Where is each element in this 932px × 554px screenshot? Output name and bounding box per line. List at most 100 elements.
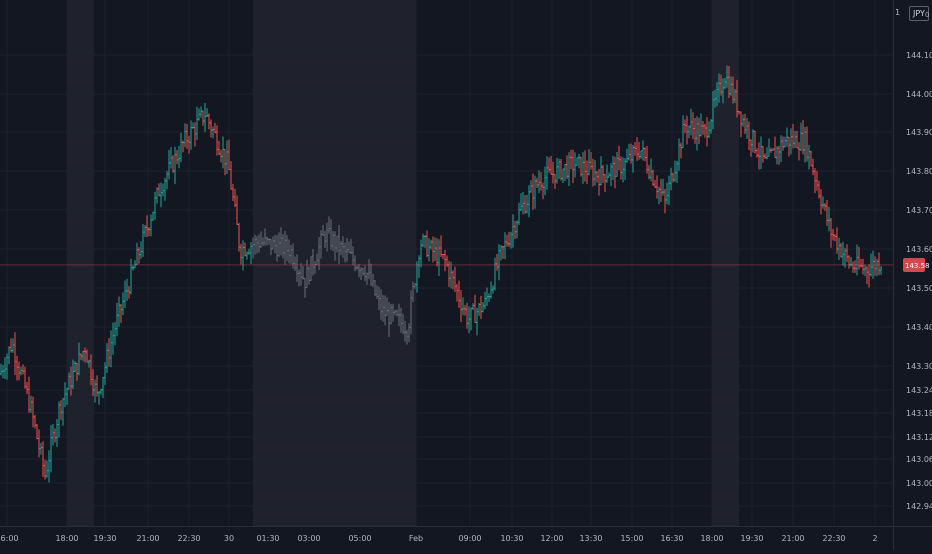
price-bar	[424, 235, 426, 248]
price-tick-label: 143.400	[906, 323, 932, 332]
price-bar	[124, 281, 126, 309]
price-bar	[708, 121, 710, 137]
price-bar	[590, 152, 592, 169]
price-bar	[868, 264, 870, 287]
price-bar	[436, 238, 438, 266]
price-bar	[810, 151, 812, 167]
price-bar	[700, 113, 702, 136]
price-bar	[874, 256, 876, 276]
price-bar	[746, 118, 748, 139]
price-bar	[144, 225, 146, 237]
price-bar	[808, 145, 810, 169]
price-bar	[18, 362, 20, 381]
price-bar	[196, 107, 198, 140]
price-bar	[656, 175, 658, 198]
time-axis: 16:0018:0019:3021:0022:303001:3003:0005:…	[0, 527, 932, 544]
price-bar	[2, 365, 4, 378]
price-bar	[242, 240, 244, 270]
price-bar	[666, 183, 668, 205]
price-bar	[160, 183, 162, 208]
price-bar	[694, 118, 696, 144]
price-bar	[204, 103, 206, 132]
price-bar	[684, 119, 686, 133]
price-bar	[658, 187, 660, 205]
price-bar	[636, 137, 638, 161]
price-bar	[490, 281, 492, 298]
price-bar	[488, 293, 490, 302]
price-bar	[816, 171, 818, 191]
price-bar	[474, 295, 476, 323]
price-bar	[528, 185, 530, 217]
price-bar	[98, 391, 100, 405]
price-bar	[784, 137, 786, 148]
price-bar	[634, 142, 636, 156]
time-tick-label: 01:30	[256, 534, 279, 543]
price-tick-label: 143.120	[906, 433, 932, 442]
last-price-label: 143.58	[905, 262, 930, 270]
price-bar	[610, 163, 612, 186]
price-bar	[766, 147, 768, 159]
time-tick-label: 18:00	[700, 534, 723, 543]
price-bar	[464, 305, 466, 315]
price-bar	[826, 200, 828, 226]
price-bar	[648, 165, 650, 179]
time-tick-label: 21:00	[781, 534, 804, 543]
price-bar	[60, 400, 62, 420]
price-bar	[250, 242, 252, 264]
price-bar	[34, 415, 36, 428]
price-bar	[820, 189, 822, 214]
price-bar	[130, 259, 132, 295]
price-bar	[762, 146, 764, 163]
price-bar	[62, 398, 64, 426]
time-tick-label: 09:00	[458, 534, 481, 543]
time-tick-label: 19:30	[740, 534, 763, 543]
price-bar	[772, 148, 774, 151]
price-bar	[814, 168, 816, 193]
time-tick-label: 22:30	[177, 534, 200, 543]
price-bar	[554, 174, 556, 189]
price-bar	[678, 138, 680, 170]
price-bar	[200, 107, 202, 118]
price-bar	[420, 240, 422, 268]
price-bar	[150, 215, 152, 237]
price-bar	[228, 140, 230, 170]
price-bar	[880, 266, 882, 275]
price-bar	[742, 115, 744, 127]
price-bar	[452, 270, 454, 289]
price-bar	[584, 150, 586, 181]
price-bar	[830, 218, 832, 248]
price-bar	[638, 142, 640, 160]
price-bar	[118, 297, 120, 327]
price-bar	[234, 189, 236, 207]
price-bar	[650, 159, 652, 182]
price-bar	[184, 123, 186, 147]
price-bar	[478, 303, 480, 316]
price-bar	[614, 157, 616, 189]
price-bar	[626, 149, 628, 163]
price-bar	[778, 146, 780, 165]
price-tick-label: 143.500	[906, 284, 932, 293]
session-shade	[253, 0, 416, 526]
price-bar	[496, 254, 498, 271]
price-bar	[32, 397, 34, 428]
price-bar	[30, 396, 32, 413]
price-bar	[246, 251, 248, 259]
time-tick-label: 18:00	[55, 534, 78, 543]
price-tick-label: 143.700	[906, 206, 932, 215]
price-bar	[702, 121, 704, 135]
price-bar	[106, 343, 108, 373]
price-bar	[54, 428, 56, 442]
price-bar	[110, 330, 112, 367]
price-bar	[460, 290, 462, 322]
price-bar	[768, 138, 770, 156]
price-bar	[604, 174, 606, 192]
price-bar	[502, 246, 504, 259]
price-bar	[240, 244, 242, 265]
price-bar	[866, 266, 868, 284]
price-bar	[198, 108, 200, 120]
price-bar	[842, 242, 844, 266]
price-bar	[862, 259, 864, 275]
price-bar	[698, 118, 700, 144]
